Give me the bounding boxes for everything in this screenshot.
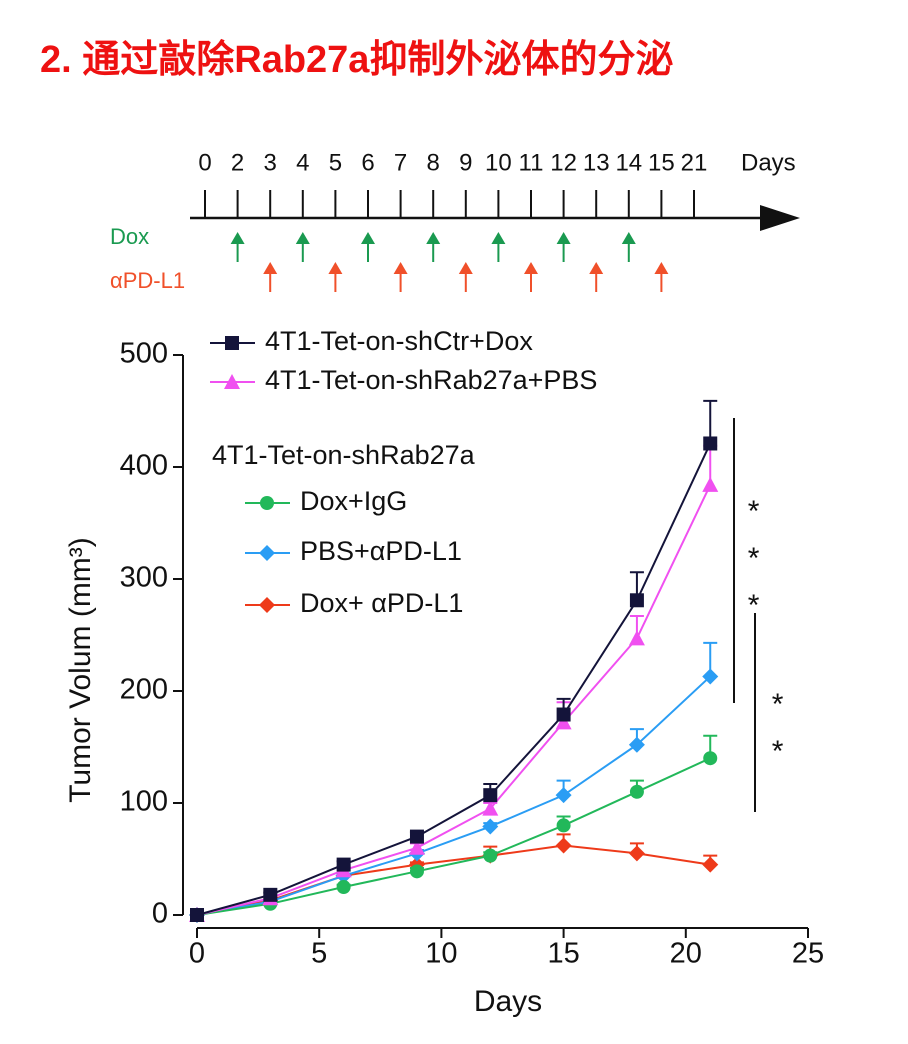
timeline-arrow bbox=[230, 232, 245, 262]
timeline-tick-label: 10 bbox=[485, 149, 512, 176]
timeline-tick-label: 0 bbox=[198, 149, 211, 176]
timeline-tick-label: 12 bbox=[550, 149, 577, 176]
timeline-arrow bbox=[556, 232, 571, 262]
data-point bbox=[409, 864, 424, 879]
legend-label: Dox+IgG bbox=[300, 486, 407, 516]
data-point bbox=[482, 818, 499, 835]
timeline-arrow bbox=[426, 232, 441, 262]
legend-label: PBS+αPD-L1 bbox=[300, 536, 462, 566]
timeline-tick-label: 4 bbox=[296, 149, 309, 176]
legend-marker bbox=[259, 597, 275, 613]
timeline-arrow bbox=[295, 232, 310, 262]
timeline-arrow bbox=[361, 232, 375, 262]
y-axis-label: Tumor Volum (mm³) bbox=[64, 537, 97, 803]
timeline-tick-label: 5 bbox=[329, 149, 342, 176]
x-tick-label: 20 bbox=[670, 938, 702, 970]
timeline-unit: Days bbox=[741, 149, 796, 176]
x-axis-label: Days bbox=[474, 985, 542, 1018]
timeline-arrow bbox=[458, 262, 473, 292]
series-line bbox=[196, 443, 712, 916]
y-tick-label: 300 bbox=[120, 562, 168, 594]
x-tick-label: 10 bbox=[425, 938, 457, 970]
timeline-arrow bbox=[621, 232, 636, 262]
data-point bbox=[336, 880, 351, 895]
data-point bbox=[703, 751, 718, 766]
series-line bbox=[196, 757, 711, 916]
timeline-arrow bbox=[393, 262, 408, 292]
legend-label: Dox+ αPD-L1 bbox=[300, 588, 463, 618]
timeline-arrow bbox=[328, 262, 343, 292]
data-point bbox=[702, 856, 719, 873]
timeline-tick-label: 8 bbox=[427, 149, 440, 176]
x-tick-label: 0 bbox=[189, 938, 205, 970]
legend-label: 4T1-Tet-on-shRab27a+PBS bbox=[265, 365, 597, 395]
timeline-arrow bbox=[263, 262, 278, 292]
x-tick-label: 5 bbox=[311, 938, 327, 970]
significance-label: *** bbox=[737, 495, 770, 636]
timeline-arrowhead bbox=[760, 205, 800, 231]
data-point bbox=[555, 837, 572, 854]
data-point bbox=[628, 630, 645, 646]
timeline-tick-label: 14 bbox=[615, 149, 642, 176]
series-line bbox=[196, 484, 712, 916]
data-point bbox=[628, 736, 645, 753]
pd-label: αPD-L1 bbox=[110, 268, 185, 293]
data-point bbox=[629, 784, 644, 799]
timeline-arrow bbox=[654, 262, 669, 292]
data-point bbox=[483, 788, 498, 803]
legend-group-label: 4T1-Tet-on-shRab27a bbox=[212, 440, 476, 470]
y-tick-label: 100 bbox=[120, 786, 168, 818]
data-point bbox=[336, 857, 351, 872]
data-point bbox=[408, 839, 425, 855]
data-point bbox=[556, 818, 571, 833]
data-point bbox=[556, 707, 571, 722]
data-point bbox=[702, 476, 719, 492]
legend-marker bbox=[259, 545, 275, 561]
data-point bbox=[483, 848, 498, 863]
data-point bbox=[482, 800, 499, 816]
timeline-tick-label: 2 bbox=[231, 149, 244, 176]
series-line bbox=[196, 675, 711, 916]
data-point bbox=[555, 787, 572, 804]
data-point bbox=[190, 908, 204, 922]
legend-label: 4T1-Tet-on-shCtr+Dox bbox=[265, 326, 533, 356]
significance-label: ** bbox=[761, 688, 794, 782]
x-tick-label: 25 bbox=[792, 938, 824, 970]
timeline-tick-label: 11 bbox=[519, 149, 544, 176]
timeline-arrow bbox=[491, 232, 506, 262]
page-title: 2. 通过敲除Rab27a抑制外泌体的分泌 bbox=[40, 38, 673, 81]
data-point bbox=[629, 593, 644, 608]
data-point bbox=[555, 714, 572, 730]
timeline-tick-label: 15 bbox=[648, 149, 675, 176]
legend-marker bbox=[260, 496, 274, 510]
timeline-arrow bbox=[589, 262, 604, 292]
legend-marker bbox=[225, 336, 239, 350]
data-point bbox=[703, 436, 718, 451]
timeline-tick-label: 6 bbox=[361, 149, 374, 176]
data-point bbox=[409, 829, 424, 844]
data-point bbox=[628, 845, 645, 862]
y-tick-label: 400 bbox=[120, 450, 168, 482]
data-point bbox=[702, 668, 719, 685]
data-point bbox=[263, 887, 278, 902]
dox-label: Dox bbox=[110, 224, 149, 249]
x-tick-label: 15 bbox=[547, 938, 579, 970]
y-tick-label: 200 bbox=[120, 674, 168, 706]
timeline-tick-label: 7 bbox=[394, 149, 407, 176]
legend-marker bbox=[224, 374, 240, 389]
y-tick-label: 0 bbox=[152, 898, 168, 930]
timeline-tick-label: 13 bbox=[583, 149, 610, 176]
y-tick-label: 500 bbox=[120, 338, 168, 370]
timeline-tick-label: 21 bbox=[681, 149, 708, 176]
error-bar bbox=[703, 399, 718, 444]
timeline-tick-label: 9 bbox=[459, 149, 472, 176]
timeline-arrow bbox=[524, 262, 538, 292]
timeline-tick-label: 3 bbox=[264, 149, 277, 176]
